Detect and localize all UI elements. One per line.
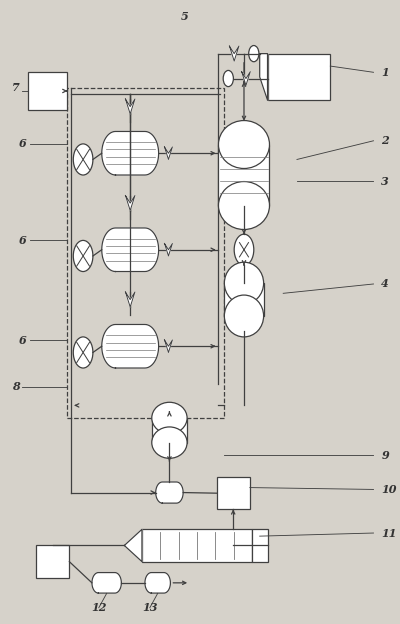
Bar bbox=[28, 72, 68, 110]
Bar bbox=[218, 145, 270, 205]
Bar bbox=[216, 477, 250, 509]
Text: 6: 6 bbox=[18, 235, 26, 246]
Ellipse shape bbox=[218, 182, 270, 230]
Text: 10: 10 bbox=[381, 484, 397, 495]
Bar bbox=[36, 545, 69, 578]
Circle shape bbox=[249, 46, 259, 62]
Text: 9: 9 bbox=[381, 450, 389, 461]
Text: 5: 5 bbox=[181, 11, 189, 22]
Polygon shape bbox=[92, 573, 121, 593]
Bar bbox=[152, 418, 187, 442]
Text: 6: 6 bbox=[18, 139, 26, 149]
Text: 13: 13 bbox=[142, 602, 158, 613]
Circle shape bbox=[73, 240, 93, 271]
Text: 11: 11 bbox=[381, 527, 397, 539]
Polygon shape bbox=[102, 228, 159, 271]
Ellipse shape bbox=[218, 120, 270, 168]
Text: 3: 3 bbox=[381, 176, 389, 187]
Bar bbox=[142, 529, 252, 562]
Polygon shape bbox=[260, 54, 268, 100]
Ellipse shape bbox=[224, 262, 264, 304]
Polygon shape bbox=[126, 292, 135, 307]
Bar bbox=[68, 88, 224, 418]
Polygon shape bbox=[102, 132, 159, 175]
Polygon shape bbox=[164, 340, 172, 353]
Ellipse shape bbox=[224, 295, 264, 337]
Polygon shape bbox=[124, 529, 142, 562]
Polygon shape bbox=[164, 147, 172, 160]
Ellipse shape bbox=[152, 402, 187, 434]
Polygon shape bbox=[242, 72, 250, 85]
Ellipse shape bbox=[152, 427, 187, 458]
Circle shape bbox=[223, 71, 233, 87]
Text: 4: 4 bbox=[381, 278, 389, 290]
Polygon shape bbox=[145, 573, 170, 593]
Text: 7: 7 bbox=[12, 82, 20, 94]
Polygon shape bbox=[156, 482, 183, 503]
Circle shape bbox=[73, 144, 93, 175]
Text: 12: 12 bbox=[91, 602, 106, 613]
Bar bbox=[224, 283, 264, 316]
Polygon shape bbox=[230, 46, 239, 61]
Circle shape bbox=[234, 234, 254, 265]
Text: 2: 2 bbox=[381, 135, 389, 146]
Bar bbox=[252, 529, 268, 562]
Text: 1: 1 bbox=[381, 67, 389, 78]
Polygon shape bbox=[126, 99, 135, 114]
Circle shape bbox=[73, 337, 93, 368]
Polygon shape bbox=[102, 324, 159, 368]
Polygon shape bbox=[126, 195, 135, 210]
Polygon shape bbox=[164, 243, 172, 256]
Text: 8: 8 bbox=[12, 381, 20, 392]
Text: 6: 6 bbox=[18, 334, 26, 346]
Bar bbox=[268, 54, 330, 100]
